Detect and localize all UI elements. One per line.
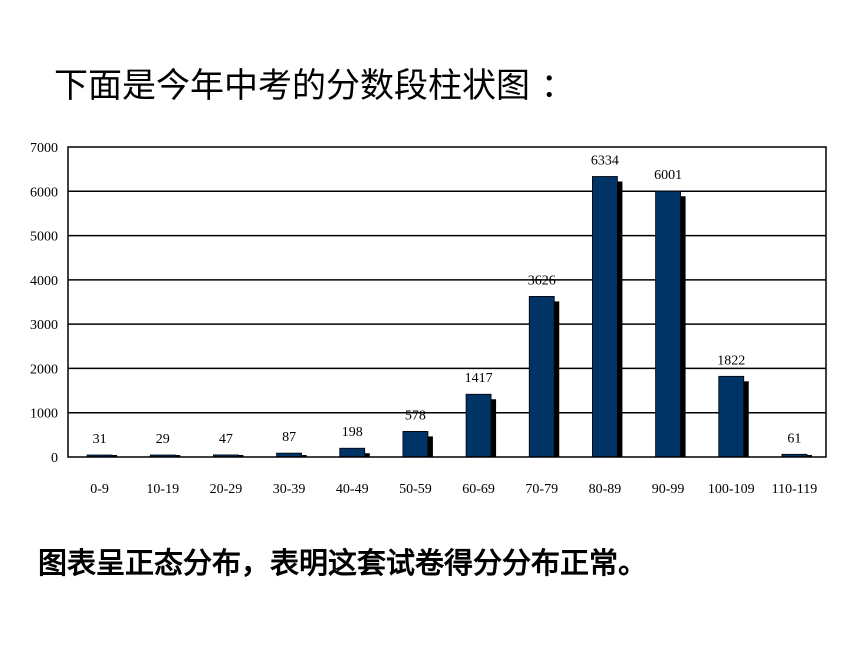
data-label: 6001 [654,168,682,183]
y-tick-label: 7000 [30,141,58,156]
data-label: 578 [405,408,426,423]
x-tick-label: 10-19 [146,482,179,497]
data-labels: 31 29 47 87 198 578 1417 3626 6334 6001 1822 61 [93,153,802,447]
y-tick-label: 2000 [30,362,58,377]
x-tick-label: 90-99 [652,482,685,497]
plot-frame [67,146,827,458]
x-tick-label: 70-79 [525,482,558,497]
data-label: 198 [342,425,363,440]
x-tick-label: 50-59 [399,482,432,497]
data-label: 61 [787,431,801,446]
bar [718,375,745,458]
bar [339,447,366,458]
x-tick-label: 100-109 [708,482,755,497]
y-tick-label: 1000 [30,407,58,422]
y-tick-label: 5000 [30,230,58,245]
x-tick-label: 40-49 [336,482,369,497]
gridlines [68,190,826,414]
x-tick-label: 0-9 [90,482,109,497]
data-label: 3626 [528,273,556,288]
y-tick-label: 0 [51,451,58,466]
bar [528,296,555,458]
x-tick-label: 60-69 [462,482,495,497]
bar [402,431,429,458]
x-tick-label: 20-29 [210,482,243,497]
data-label: 47 [219,432,233,447]
bar [655,190,681,458]
conclusion-text: 图表呈正态分布，表明这套试卷得分分布正常。 [38,546,648,580]
y-tick-label: 4000 [30,274,58,289]
data-label: 1822 [717,353,745,368]
bars [86,176,812,458]
x-tick-label: 30-39 [273,482,306,497]
data-label: 29 [156,432,170,447]
x-tick-label: 110-119 [772,482,818,497]
y-tick-label: 6000 [30,185,58,200]
x-tick-label: 80-89 [589,482,622,497]
data-label: 1417 [465,371,493,386]
y-tick-label: 3000 [30,318,58,333]
data-label: 31 [93,432,107,447]
x-tick-labels: 0-9 10-19 20-29 30-39 40-49 50-59 60-69 70-79 80… [90,482,817,497]
y-tick-labels: 0 1000 2000 3000 4000 5000 6000 7000 [30,141,58,466]
bar [592,176,618,458]
bar [465,393,492,458]
data-label: 6334 [591,153,619,168]
page-title: 下面是今年中考的分数段柱状图 ： [54,66,575,106]
data-label: 87 [282,430,296,445]
